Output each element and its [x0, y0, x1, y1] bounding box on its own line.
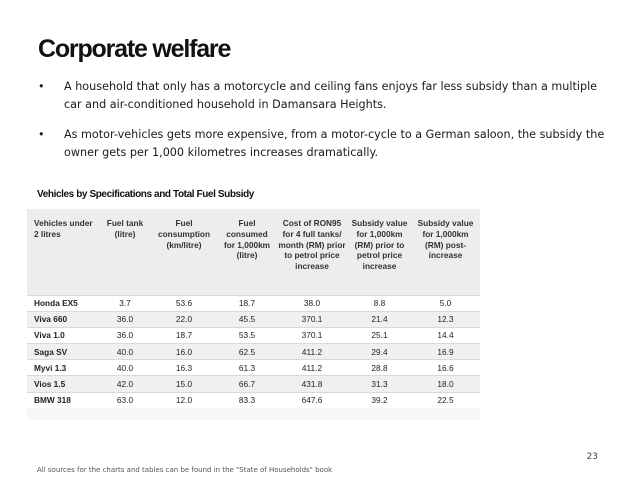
table-cell: 15.0 [150, 375, 218, 393]
table-cell: Myvi 1.3 [27, 359, 100, 376]
table-cell: 16.0 [150, 343, 218, 360]
table-cell: 28.8 [348, 359, 411, 376]
table-cell: 36.0 [100, 326, 150, 344]
table-cell: 42.0 [100, 375, 150, 393]
table-cell: 18.7 [218, 294, 276, 312]
table-cell: 25.1 [348, 326, 411, 344]
header-cell: Cost of RON95 for 4 full tanks/ month (R… [276, 209, 348, 295]
bullet-text: A household that only has a motorcycle a… [64, 80, 598, 111]
bullet-text: As motor-vehicles gets more expensive, f… [64, 128, 605, 159]
table-cell: 22.5 [411, 391, 480, 408]
table-cell: 14.4 [411, 326, 480, 344]
table-cell: Viva 660 [27, 310, 100, 328]
table-cell: 370.1 [276, 310, 348, 328]
bullet-item: • As motor-vehicles gets more expensive,… [38, 126, 608, 162]
table-cell: 61.3 [218, 359, 276, 376]
table-cell: 18.7 [150, 326, 218, 344]
table-caption: Vehicles by Specifications and Total Fue… [37, 189, 254, 200]
table-cell: 12.0 [150, 391, 218, 408]
table-cell: Saga SV [27, 343, 100, 360]
bullet-marker: • [38, 80, 45, 93]
table-container: Vehicles under 2 litres Fuel tank (litre… [27, 209, 480, 420]
table-cell: 36.0 [100, 310, 150, 328]
header-cell: Subsidy value for 1,000km (RM) post-incr… [411, 209, 480, 295]
table-cell: 66.7 [218, 375, 276, 393]
table-cell: 16.6 [411, 359, 480, 376]
table-cell: 45.5 [218, 310, 276, 328]
table-cell: 21.4 [348, 310, 411, 328]
table-cell: 40.0 [100, 343, 150, 360]
table-cell: 83.3 [218, 391, 276, 408]
table-cell: 40.0 [100, 359, 150, 376]
table-cell: 29.4 [348, 343, 411, 360]
slide-title: Corporate welfare [38, 35, 231, 63]
table-cell: 647.6 [276, 391, 348, 408]
table-cell: 5.0 [411, 294, 480, 312]
table-header-row: Vehicles under 2 litres Fuel tank (litre… [27, 209, 480, 295]
bullet-item: • A household that only has a motorcycle… [38, 78, 608, 114]
header-cell: Fuel tank (litre) [100, 209, 150, 295]
table-cell: 53.5 [218, 326, 276, 344]
footer-note: All sources for the charts and tables ca… [37, 466, 333, 474]
header-cell: Subsidy value for 1,000km (RM) prior to … [348, 209, 411, 295]
table-cell: 370.1 [276, 326, 348, 344]
bullet-list: • A household that only has a motorcycle… [38, 78, 608, 174]
table-row: Viva 1.0 36.0 18.7 53.5 370.1 25.1 14.4 [27, 326, 480, 344]
table-cell: 16.9 [411, 343, 480, 360]
table-cell: 31.3 [348, 375, 411, 393]
table-cell: 38.0 [276, 294, 348, 312]
header-cell: Fuel consumed for 1,000km (litre) [218, 209, 276, 295]
table-cell: 411.2 [276, 359, 348, 376]
table-row: BMW 318 63.0 12.0 83.3 647.6 39.2 22.5 [27, 391, 480, 408]
table-cell: 8.8 [348, 294, 411, 312]
table-cell: 18.0 [411, 375, 480, 393]
table-cell: 63.0 [100, 391, 150, 408]
table-cell: 16.3 [150, 359, 218, 376]
table-cell: Honda EX5 [27, 294, 100, 312]
table-cell: 53.6 [150, 294, 218, 312]
subsidy-table: Vehicles under 2 litres Fuel tank (litre… [27, 209, 480, 408]
table-cell: 12.3 [411, 310, 480, 328]
table-row: Vios 1.5 42.0 15.0 66.7 431.8 31.3 18.0 [27, 375, 480, 393]
table-row: Honda EX5 3.7 53.6 18.7 38.0 8.8 5.0 [27, 294, 480, 312]
page-number: 23 [586, 452, 598, 462]
header-cell: Fuel consumption (km/litre) [150, 209, 218, 295]
header-cell: Vehicles under 2 litres [27, 209, 100, 295]
table-cell: Vios 1.5 [27, 375, 100, 393]
table-row: Viva 660 36.0 22.0 45.5 370.1 21.4 12.3 [27, 310, 480, 328]
table-cell: 431.8 [276, 375, 348, 393]
table-cell: 3.7 [100, 294, 150, 312]
table-row: Myvi 1.3 40.0 16.3 61.3 411.2 28.8 16.6 [27, 359, 480, 376]
bullet-marker: • [38, 128, 45, 141]
table-row: Saga SV 40.0 16.0 62.5 411.2 29.4 16.9 [27, 343, 480, 360]
table-cell: 62.5 [218, 343, 276, 360]
table-cell: 22.0 [150, 310, 218, 328]
table-cell: Viva 1.0 [27, 326, 100, 344]
table-cell: 411.2 [276, 343, 348, 360]
table-cell: BMW 318 [27, 391, 100, 408]
table-cell: 39.2 [348, 391, 411, 408]
